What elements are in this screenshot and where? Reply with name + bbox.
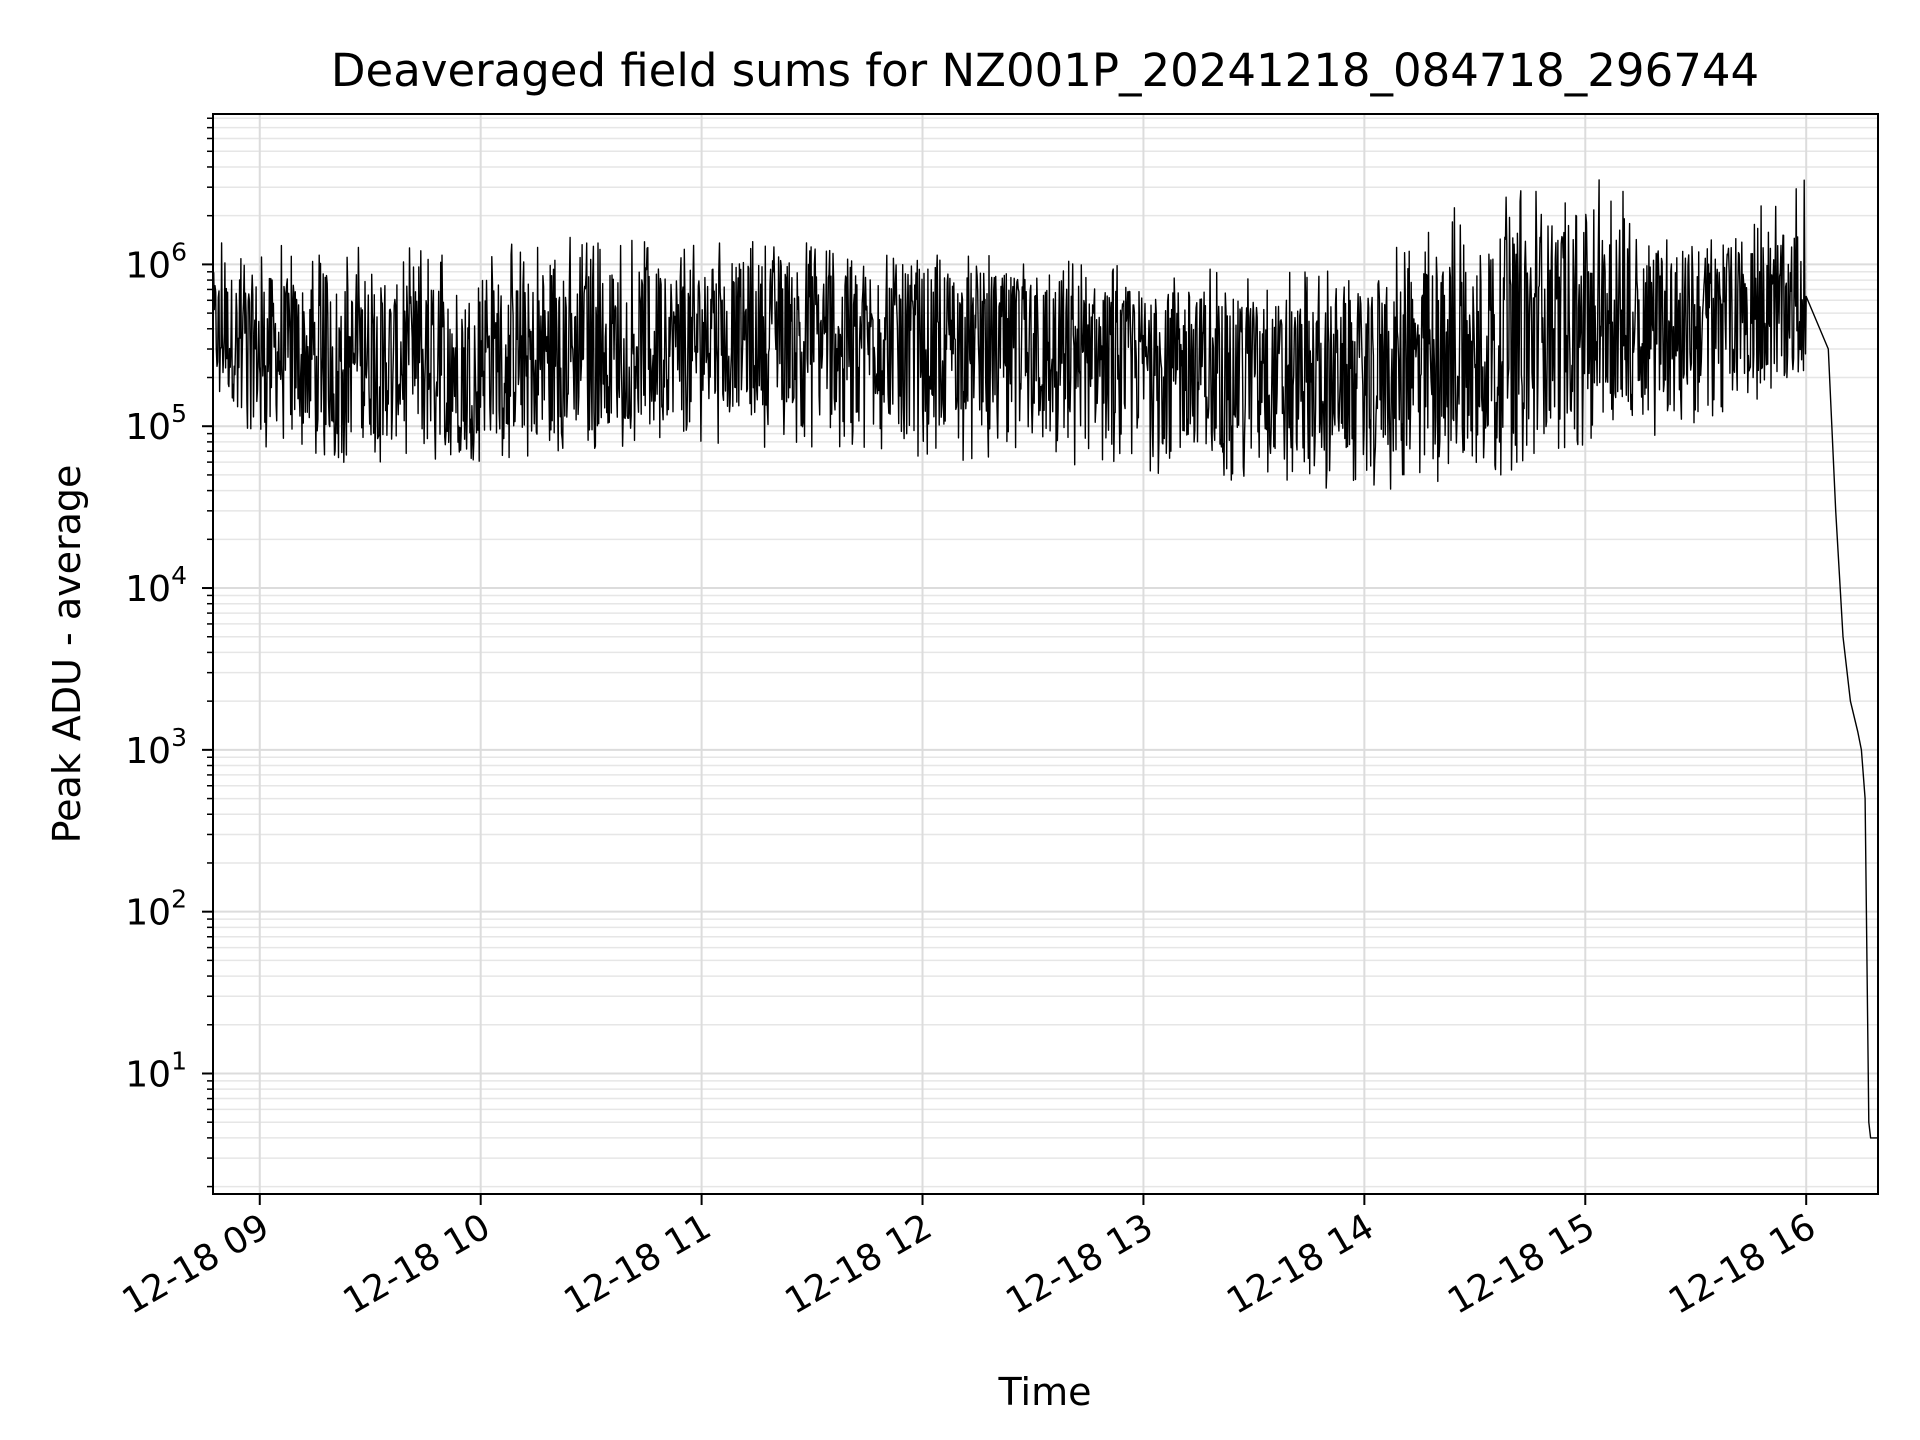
y-tick-exponent: 1: [171, 1046, 187, 1075]
y-tick-base: 10: [125, 569, 171, 610]
series-trace: [212, 179, 1878, 1139]
y-tick-exponent: 2: [171, 885, 187, 914]
x-tick-label: 12-18 12: [778, 1206, 939, 1322]
y-axis-label: Peak ADU - average: [45, 465, 89, 844]
y-tick-label: 106: [125, 237, 187, 286]
x-tick-label: 12-18 09: [116, 1206, 277, 1322]
x-tick-label: 12-18 10: [337, 1206, 498, 1322]
y-tick-label: 104: [125, 561, 187, 610]
y-tick-label: 103: [125, 723, 187, 772]
x-tick-label: 12-18 16: [1662, 1206, 1823, 1322]
x-axis-label: Time: [998, 1370, 1092, 1414]
x-axis-ticks: 12-18 09 12-18 10 12-18 11 12-18 12 12-18 13…: [116, 1194, 1823, 1323]
grid: [213, 114, 1878, 1194]
y-tick-base: 10: [125, 245, 171, 286]
y-tick-base: 10: [125, 731, 171, 772]
x-tick-label: 12-18 14: [1220, 1206, 1381, 1322]
y-tick-base: 10: [125, 407, 171, 448]
x-tick-label: 12-18 11: [557, 1206, 718, 1322]
y-tick-exponent: 6: [171, 237, 187, 266]
y-tick-label: 102: [125, 885, 187, 934]
x-tick-label: 12-18 13: [999, 1206, 1160, 1322]
y-tick-base: 10: [125, 893, 171, 934]
y-tick-base: 10: [125, 1054, 171, 1095]
y-tick-exponent: 5: [171, 399, 187, 428]
y-tick-exponent: 3: [171, 723, 187, 752]
plot-frame: [212, 113, 1879, 1195]
y-tick-label: 105: [125, 399, 187, 448]
y-tick-label: 101: [125, 1046, 187, 1095]
series-line: [212, 179, 1878, 1139]
y-tick-exponent: 4: [171, 561, 187, 590]
chart-title: Deaveraged field sums for NZ001P_2024121…: [331, 44, 1759, 97]
x-tick-label: 12-18 15: [1441, 1206, 1602, 1322]
